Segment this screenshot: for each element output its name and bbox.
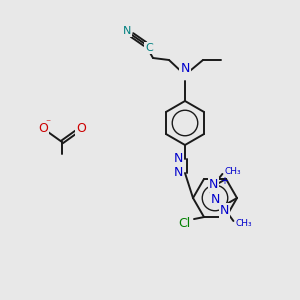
Text: +: + xyxy=(220,176,228,186)
Text: N: N xyxy=(220,203,229,217)
Text: Cl: Cl xyxy=(178,217,190,230)
Text: N: N xyxy=(123,26,131,36)
Text: N: N xyxy=(180,62,190,76)
Text: ⁻: ⁻ xyxy=(45,118,51,128)
Text: N: N xyxy=(173,167,183,179)
Text: O: O xyxy=(76,122,86,136)
Text: CH₃: CH₃ xyxy=(224,167,241,176)
Text: N: N xyxy=(173,152,183,166)
Text: CH₃: CH₃ xyxy=(236,218,252,227)
Text: O: O xyxy=(38,122,48,136)
Text: N: N xyxy=(211,194,220,206)
Text: N: N xyxy=(209,178,218,191)
Text: C: C xyxy=(145,43,153,53)
